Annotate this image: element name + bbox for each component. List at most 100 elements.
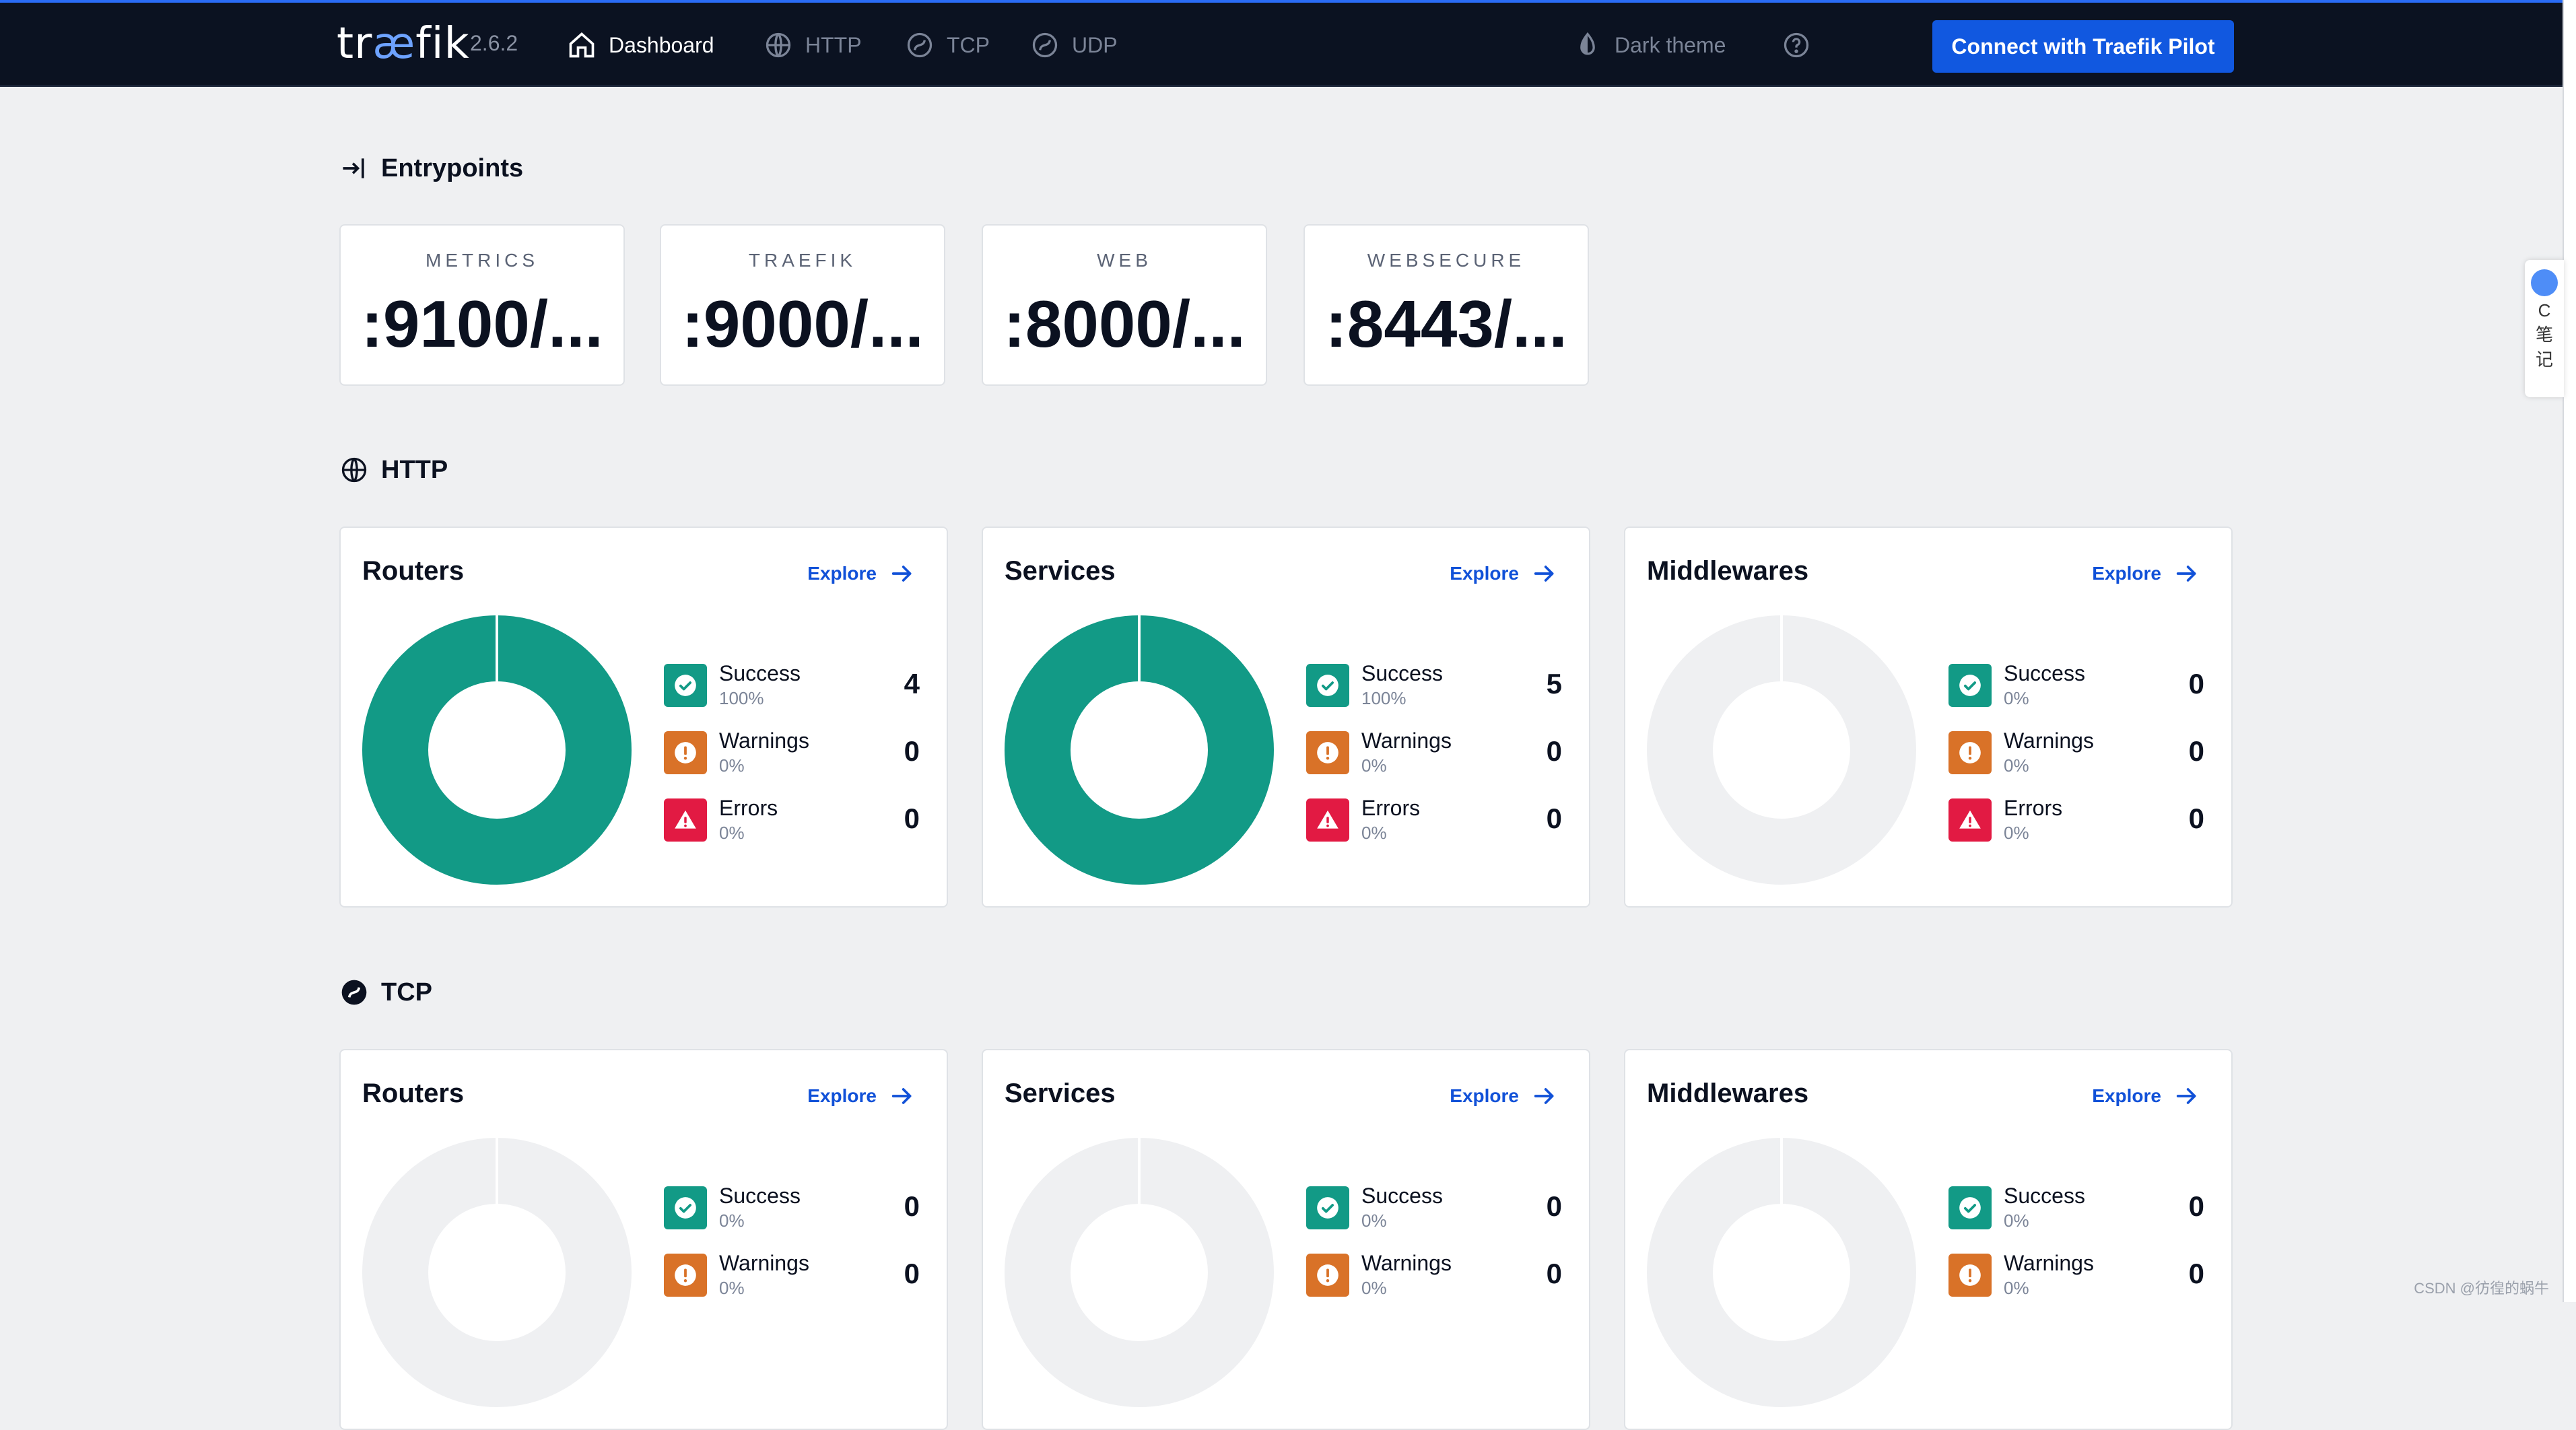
explore-label: Explore	[807, 1085, 877, 1106]
explore-link[interactable]: Explore	[2092, 560, 2200, 587]
help-button[interactable]	[1782, 30, 1823, 61]
error-triangle-icon	[675, 810, 696, 829]
card-title: Services	[1005, 556, 1116, 586]
side-widget-letter: C	[2538, 300, 2551, 320]
explore-link[interactable]: Explore	[1450, 1083, 1558, 1110]
check-circle-icon	[675, 1197, 696, 1219]
warnings-badge	[1306, 1254, 1349, 1297]
stat-percentage: 0%	[2004, 1278, 2029, 1298]
status-donut-chart	[1647, 1138, 1916, 1407]
arrow-right-icon	[891, 1088, 912, 1104]
stat-label: Success	[719, 661, 801, 685]
warning-circle-icon	[1959, 742, 1981, 763]
globe-icon	[766, 32, 791, 58]
stat-label: Warnings	[2004, 728, 2094, 753]
stat-count: 0	[904, 1258, 920, 1289]
success-badge	[664, 664, 707, 707]
success-badge	[1948, 1186, 1992, 1229]
stat-label: Success	[2004, 1184, 2085, 1208]
connect-pilot-button[interactable]: Connect with Traefik Pilot	[1932, 20, 2234, 73]
stat-percentage: 100%	[719, 688, 764, 708]
warning-circle-icon	[675, 742, 696, 763]
side-widget-text-1: 笔	[2535, 325, 2553, 345]
stat-label: Errors	[1361, 796, 1421, 820]
nav-http-label: HTTP	[805, 32, 862, 57]
card-title: Routers	[362, 556, 465, 586]
tcp-icon	[907, 32, 933, 58]
warning-circle-icon	[675, 1264, 696, 1286]
explore-link[interactable]: Explore	[2092, 1083, 2200, 1110]
globe-icon	[341, 457, 367, 483]
stat-success: Success 0% 0	[664, 1182, 920, 1231]
card-title: Routers	[362, 1079, 465, 1108]
entrypoints-section-title: Entrypoints	[339, 154, 523, 183]
check-circle-icon	[675, 675, 696, 696]
entrypoint-address: :8000/...	[1003, 287, 1246, 361]
card-title: Services	[1005, 1079, 1116, 1108]
traefik-logo[interactable]: træfik	[337, 19, 470, 69]
entrypoint-name: METRICS	[426, 250, 539, 271]
entrypoint-card: METRICS :9100/...	[339, 224, 625, 386]
entrypoint-name: WEBSECURE	[1367, 250, 1526, 271]
tcp-routers-card: Routers Explore Success 0% 0 Warnings 0% 0	[339, 1049, 948, 1430]
contrast-icon	[1580, 32, 1595, 55]
success-badge	[1948, 664, 1992, 707]
stat-label: Errors	[719, 796, 778, 820]
stat-count: 0	[904, 803, 920, 834]
udp-icon	[1032, 32, 1058, 58]
arrow-right-icon	[2176, 566, 2196, 582]
success-badge	[1306, 664, 1349, 707]
stat-percentage: 0%	[2004, 755, 2029, 776]
entrypoint-address: :9000/...	[681, 287, 924, 361]
stat-warnings: Warnings 0% 0	[664, 1250, 920, 1298]
stat-count: 4	[904, 668, 920, 700]
check-circle-icon	[1317, 675, 1338, 696]
tcp-middlewares-card: Middlewares Explore Success 0% 0 Warnings 0% 0	[1624, 1049, 2233, 1430]
stat-warnings: Warnings 0% 0	[1306, 1250, 1562, 1298]
stat-label: Warnings	[2004, 1251, 2094, 1275]
warnings-badge	[1306, 731, 1349, 774]
warning-circle-icon	[1317, 1264, 1338, 1286]
stat-percentage: 100%	[1361, 688, 1406, 708]
explore-label: Explore	[1450, 563, 1519, 584]
explore-link[interactable]: Explore	[1450, 560, 1558, 587]
tcp-services-card: Services Explore Success 0% 0 Warnings 0% 0	[982, 1049, 1590, 1430]
dark-theme-label: Dark theme	[1615, 32, 1726, 57]
scrollbar[interactable]	[2563, 0, 2576, 1302]
warnings-badge	[1948, 1254, 1992, 1297]
explore-link[interactable]: Explore	[807, 1083, 916, 1110]
stat-count: 0	[1546, 1190, 1562, 1222]
version-label: 2.6.2	[470, 31, 518, 55]
arrow-right-icon	[1534, 1088, 1554, 1104]
arrow-right-icon	[2176, 1088, 2196, 1104]
home-icon	[569, 32, 595, 58]
nav-tcp[interactable]: TCP	[905, 30, 990, 61]
nav-dashboard[interactable]: Dashboard	[567, 30, 714, 61]
stat-warnings: Warnings 0% 0	[1306, 727, 1562, 776]
dark-theme-toggle[interactable]: Dark theme	[1573, 30, 1726, 61]
stat-percentage: 0%	[1361, 823, 1387, 843]
nav-http[interactable]: HTTP	[764, 30, 862, 61]
entrypoint-icon	[343, 158, 364, 178]
entrypoint-address: :8443/...	[1325, 287, 1567, 361]
stat-percentage: 0%	[719, 755, 745, 776]
warning-circle-icon	[1317, 742, 1338, 763]
stat-errors: Errors 0% 0	[664, 794, 920, 843]
stat-percentage: 0%	[2004, 688, 2029, 708]
stat-warnings: Warnings 0% 0	[664, 727, 920, 776]
stat-label: Success	[1361, 661, 1443, 685]
warnings-badge	[664, 1254, 707, 1297]
status-donut-chart	[362, 1138, 632, 1407]
explore-link[interactable]: Explore	[807, 560, 916, 587]
stat-success: Success 0% 0	[1948, 1182, 2204, 1231]
success-badge	[1306, 1186, 1349, 1229]
entrypoint-card: WEB :8000/...	[982, 224, 1267, 386]
stat-label: Warnings	[1361, 1251, 1452, 1275]
help-icon	[1784, 32, 1809, 58]
warning-circle-icon	[1959, 1264, 1981, 1286]
stat-errors: Errors 0% 0	[1306, 794, 1562, 843]
explore-label: Explore	[807, 563, 877, 584]
side-note-widget[interactable]: C 笔 记	[2525, 260, 2564, 397]
stat-label: Errors	[2004, 796, 2063, 820]
nav-udp[interactable]: UDP	[1030, 30, 1118, 61]
